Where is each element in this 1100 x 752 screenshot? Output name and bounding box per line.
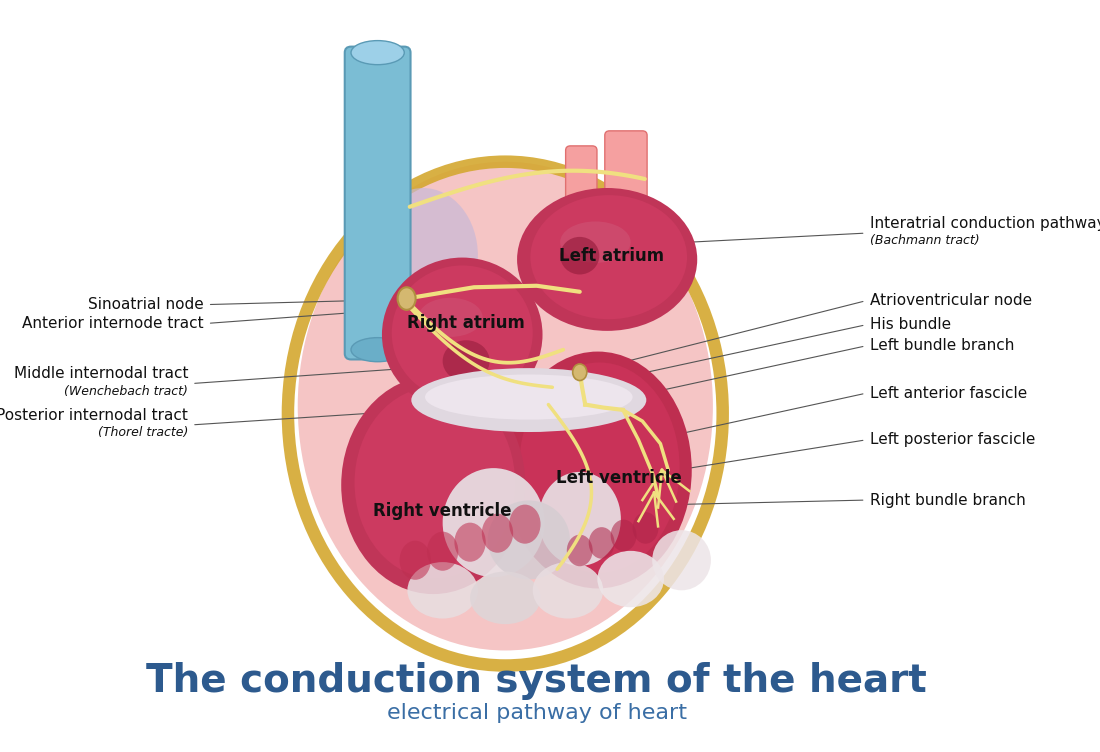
Ellipse shape (411, 368, 647, 432)
Ellipse shape (530, 196, 688, 319)
Text: Right atrium: Right atrium (407, 314, 525, 332)
Text: Anterior internode tract: Anterior internode tract (22, 316, 204, 331)
Ellipse shape (573, 364, 586, 381)
Ellipse shape (632, 512, 659, 544)
Ellipse shape (341, 376, 526, 594)
Text: Posterior internodal tract: Posterior internodal tract (0, 408, 188, 423)
Text: Left ventricle: Left ventricle (556, 468, 682, 487)
Text: (Wenchebach tract): (Wenchebach tract) (64, 384, 188, 398)
Ellipse shape (354, 387, 515, 579)
FancyBboxPatch shape (344, 47, 410, 359)
FancyBboxPatch shape (605, 131, 647, 215)
Text: electrical pathway of heart: electrical pathway of heart (387, 703, 686, 723)
Ellipse shape (652, 530, 711, 590)
Text: His bundle: His bundle (870, 317, 950, 332)
Text: The conduction system of the heart: The conduction system of the heart (146, 662, 927, 699)
Ellipse shape (399, 541, 431, 580)
Ellipse shape (382, 257, 542, 412)
Ellipse shape (539, 472, 620, 566)
Ellipse shape (298, 162, 713, 650)
Ellipse shape (470, 572, 540, 624)
Text: Interatrial conduction pathway: Interatrial conduction pathway (870, 216, 1100, 231)
Ellipse shape (442, 468, 544, 578)
Text: Sinoatrial node: Sinoatrial node (88, 297, 204, 312)
Text: (Bachmann tract): (Bachmann tract) (870, 234, 979, 247)
Text: Middle internodal tract: Middle internodal tract (13, 366, 188, 381)
Ellipse shape (532, 562, 603, 618)
Text: Atrioventricular node: Atrioventricular node (870, 293, 1032, 308)
Ellipse shape (610, 520, 637, 551)
Ellipse shape (392, 265, 532, 401)
Ellipse shape (560, 221, 630, 262)
Ellipse shape (351, 41, 405, 65)
Ellipse shape (427, 532, 459, 571)
Ellipse shape (418, 298, 483, 337)
Ellipse shape (454, 523, 486, 562)
Ellipse shape (397, 287, 416, 310)
Ellipse shape (504, 352, 692, 588)
Text: Left atrium: Left atrium (559, 247, 663, 265)
FancyBboxPatch shape (565, 146, 597, 204)
Ellipse shape (368, 188, 477, 323)
Text: Left posterior fascicle: Left posterior fascicle (870, 432, 1035, 447)
Ellipse shape (487, 501, 570, 579)
Ellipse shape (442, 340, 490, 382)
Ellipse shape (519, 362, 680, 573)
Ellipse shape (588, 527, 615, 559)
Ellipse shape (517, 188, 697, 331)
Ellipse shape (482, 514, 514, 553)
Ellipse shape (351, 338, 405, 362)
Ellipse shape (425, 374, 632, 420)
Text: Right ventricle: Right ventricle (373, 502, 512, 520)
Ellipse shape (560, 237, 600, 274)
Text: (Thorel tracte): (Thorel tracte) (98, 426, 188, 439)
Text: Left anterior fascicle: Left anterior fascicle (870, 386, 1026, 401)
Text: Left bundle branch: Left bundle branch (870, 338, 1014, 353)
Ellipse shape (566, 535, 593, 566)
Ellipse shape (407, 562, 477, 618)
Text: Right bundle branch: Right bundle branch (870, 493, 1025, 508)
Ellipse shape (509, 505, 540, 544)
Ellipse shape (597, 550, 664, 608)
